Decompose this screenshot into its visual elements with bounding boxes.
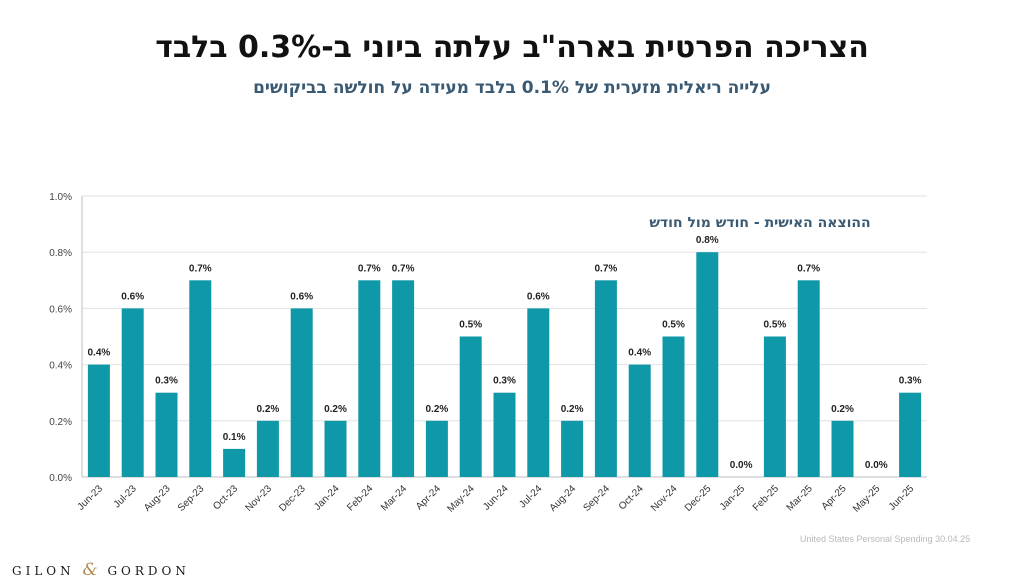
bar xyxy=(831,420,854,477)
bar xyxy=(392,280,415,477)
bar xyxy=(628,364,651,477)
chart-title: ההוצאה האישית - חודש מול חודש xyxy=(649,215,870,231)
y-tick-label: 0.8% xyxy=(49,248,72,259)
data-label: 0.5% xyxy=(459,320,482,331)
x-tick-label: Jan-25 xyxy=(718,483,748,513)
data-label: 0.3% xyxy=(899,376,922,387)
data-label: 0.7% xyxy=(358,263,381,274)
bar xyxy=(155,392,178,477)
data-label: 0.5% xyxy=(764,320,787,331)
x-tick-label: Jun-25 xyxy=(887,483,917,513)
data-label: 0.7% xyxy=(189,263,212,274)
x-tick-label: Apr-24 xyxy=(414,483,443,512)
data-label: 0.2% xyxy=(257,404,280,415)
y-tick-label: 1.0% xyxy=(49,192,72,203)
data-label: 0.8% xyxy=(696,235,719,246)
bar xyxy=(561,420,584,477)
bar xyxy=(425,420,448,477)
bar xyxy=(223,448,246,477)
company-logo: GILON & GORDON xyxy=(12,560,190,580)
data-label: 0.2% xyxy=(324,404,347,415)
x-tick-label: Aug-23 xyxy=(142,483,173,514)
x-tick-label: Dec-25 xyxy=(683,483,714,514)
logo-ampersand: & xyxy=(82,560,100,580)
bar xyxy=(763,336,786,477)
bar xyxy=(324,420,347,477)
data-label: 0.1% xyxy=(223,432,246,443)
logo-text-left: GILON xyxy=(12,564,75,578)
data-label: 0.4% xyxy=(88,348,111,359)
bar xyxy=(493,392,516,477)
x-tick-label: Jun-24 xyxy=(481,483,511,513)
data-label: 0.2% xyxy=(831,404,854,415)
x-tick-label: Jul-24 xyxy=(517,483,544,510)
bar xyxy=(290,308,313,477)
data-label: 0.5% xyxy=(662,320,685,331)
bar xyxy=(189,280,212,477)
data-label: 0.7% xyxy=(392,263,415,274)
data-label: 0.6% xyxy=(527,291,550,302)
x-tick-label: Jan-24 xyxy=(312,483,342,513)
x-tick-label: Sep-24 xyxy=(581,483,612,514)
x-tick-label: Jun-23 xyxy=(76,483,106,513)
x-tick-label: May-24 xyxy=(445,483,477,515)
data-label: 0.3% xyxy=(155,376,178,387)
x-tick-label: Feb-24 xyxy=(345,483,375,513)
bar xyxy=(358,280,381,477)
data-label: 0.6% xyxy=(121,291,144,302)
x-tick-labels: Jun-23 Jul-23 Aug-23 Sep-23 Oct-23 Nov-23 Dec-… xyxy=(76,483,917,515)
x-tick-label: Oct-23 xyxy=(211,483,240,512)
x-tick-label: Mar-25 xyxy=(785,483,815,513)
data-label: 0.6% xyxy=(290,291,313,302)
x-tick-label: Aug-24 xyxy=(548,483,579,514)
bar xyxy=(662,336,685,477)
data-label: 0.7% xyxy=(797,263,820,274)
bar xyxy=(87,364,110,477)
x-tick-label: Nov-23 xyxy=(243,483,274,514)
x-tick-label: Jul-23 xyxy=(112,483,139,510)
bar xyxy=(696,252,719,477)
bar xyxy=(899,392,922,477)
page-subtitle: עלייה ריאלית מזערית של 0.1% בלבד מעידה ע… xyxy=(253,78,771,98)
bar xyxy=(121,308,144,477)
y-tick-label: 0.0% xyxy=(49,473,72,484)
y-tick-labels: 0.0% 0.2% 0.4% 0.6% 0.8% 1.0% xyxy=(49,192,72,484)
data-label: 0.3% xyxy=(493,376,516,387)
x-tick-label: Oct-24 xyxy=(617,483,646,512)
x-tick-label: Nov-24 xyxy=(649,483,680,514)
bar xyxy=(527,308,550,477)
page-title: הצריכה הפרטית בארה"ב עלתה ביוני ב-0.3% ב… xyxy=(155,30,869,65)
y-tick-label: 0.6% xyxy=(49,304,72,315)
data-label: 0.0% xyxy=(730,460,753,471)
y-tick-label: 0.4% xyxy=(49,361,72,372)
x-tick-label: Feb-25 xyxy=(751,483,781,513)
data-label: 0.0% xyxy=(865,460,888,471)
bars xyxy=(87,252,922,477)
logo-text-right: GORDON xyxy=(107,564,190,578)
y-tick-label: 0.2% xyxy=(49,417,72,428)
bar xyxy=(594,280,617,477)
bar xyxy=(256,420,279,477)
data-label: 0.2% xyxy=(426,404,449,415)
bar xyxy=(797,280,820,477)
x-tick-label: Sep-23 xyxy=(176,483,207,514)
x-tick-label: Apr-25 xyxy=(820,483,849,512)
data-label: 0.4% xyxy=(628,348,651,359)
data-labels: 0.4% 0.6% 0.3% 0.7% 0.1% 0.2% 0.6% 0.2% 0.7% 0.7%… xyxy=(88,235,922,471)
x-tick-label: May-25 xyxy=(851,483,883,515)
x-tick-label: Dec-23 xyxy=(277,483,308,514)
x-tick-label: Mar-24 xyxy=(379,483,409,513)
bar xyxy=(459,336,482,477)
source-note: United States Personal Spending 30.04.25 xyxy=(800,534,971,544)
data-label: 0.2% xyxy=(561,404,584,415)
data-label: 0.7% xyxy=(595,263,618,274)
